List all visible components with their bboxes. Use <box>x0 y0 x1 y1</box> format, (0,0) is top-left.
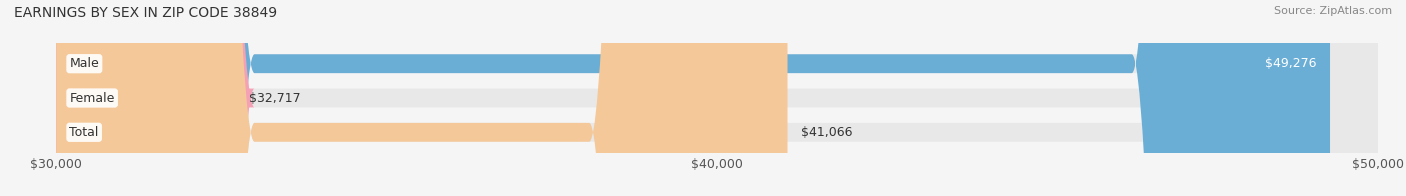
Text: $32,717: $32,717 <box>249 92 301 104</box>
Text: Source: ZipAtlas.com: Source: ZipAtlas.com <box>1274 6 1392 16</box>
Text: Total: Total <box>69 126 98 139</box>
FancyBboxPatch shape <box>56 0 1378 196</box>
FancyBboxPatch shape <box>38 0 254 196</box>
FancyBboxPatch shape <box>56 0 1378 196</box>
FancyBboxPatch shape <box>56 0 1330 196</box>
Text: $49,276: $49,276 <box>1265 57 1317 70</box>
FancyBboxPatch shape <box>56 0 787 196</box>
Text: Male: Male <box>69 57 100 70</box>
Text: Female: Female <box>69 92 115 104</box>
Text: EARNINGS BY SEX IN ZIP CODE 38849: EARNINGS BY SEX IN ZIP CODE 38849 <box>14 6 277 20</box>
FancyBboxPatch shape <box>56 0 1378 196</box>
Text: $41,066: $41,066 <box>801 126 852 139</box>
